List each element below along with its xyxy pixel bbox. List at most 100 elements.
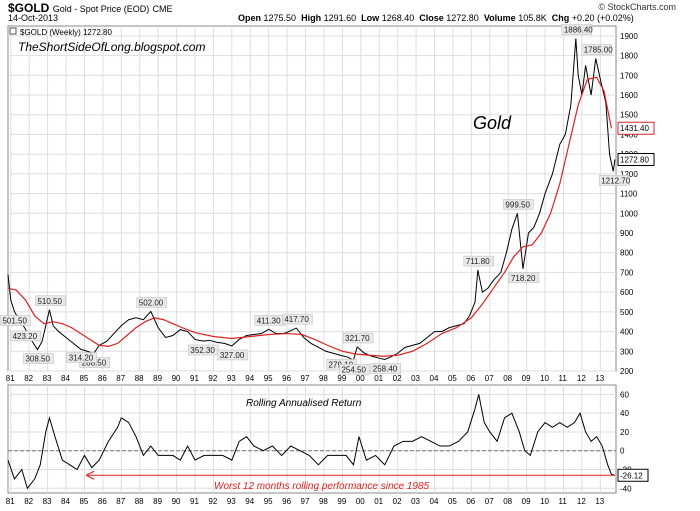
price-x-tick: 97 xyxy=(301,374,310,383)
price-x-tick: 92 xyxy=(208,374,217,383)
indicator-y-tick: -40 xyxy=(620,484,632,493)
price-y-tick: 1000 xyxy=(620,209,638,218)
price-x-tick: 93 xyxy=(227,374,236,383)
price-y-tick: 1600 xyxy=(620,91,638,100)
open-value: 1275.50 xyxy=(263,13,297,23)
price-label-box xyxy=(0,315,31,326)
price-label-box xyxy=(217,349,249,361)
price-label: 288.50 xyxy=(82,359,107,368)
price-x-tick: 84 xyxy=(61,374,70,383)
indicator-y-tick: 60 xyxy=(620,390,629,399)
chg-value: +0.20 (+0.02%) xyxy=(571,13,634,23)
price-label: 352.30 xyxy=(190,346,215,355)
price-y-tick: 500 xyxy=(620,308,634,317)
price-label: 718.20 xyxy=(511,274,536,283)
price-x-tick: 05 xyxy=(448,374,457,383)
price-x-tick: 87 xyxy=(116,374,125,383)
indicator-x-tick: 03 xyxy=(411,497,420,506)
price-x-tick: 03 xyxy=(411,374,420,383)
gold-price-line xyxy=(7,38,616,361)
indicator-x-tick: 92 xyxy=(208,497,217,506)
price-label-box xyxy=(581,44,612,55)
indicator-x-tick: 99 xyxy=(337,497,346,506)
open-label: Open xyxy=(238,13,262,23)
price-label: 417.70 xyxy=(284,315,309,324)
price-label: 1785.00 xyxy=(584,46,613,55)
legend-swatch xyxy=(9,27,17,35)
price-label: 258.40 xyxy=(373,364,398,373)
indicator-x-tick: 11 xyxy=(558,497,567,506)
price-x-tick: 82 xyxy=(24,374,33,383)
price-label-box xyxy=(35,295,66,307)
price-y-tick: 1800 xyxy=(620,52,638,61)
moving-average-line xyxy=(7,76,612,357)
price-x-tick: 88 xyxy=(135,374,144,383)
price-y-tick: 800 xyxy=(620,249,634,258)
price-label: 308.50 xyxy=(25,355,50,364)
indicator-x-tick: 01 xyxy=(374,497,383,506)
price-y-tick: 1500 xyxy=(620,111,638,120)
indicator-x-tick: 90 xyxy=(172,497,181,506)
indicator-x-tick: 87 xyxy=(116,497,125,506)
price-label: 254.50 xyxy=(341,365,366,374)
price-x-tick: 96 xyxy=(282,374,291,383)
price-label: 321.70 xyxy=(345,334,370,343)
close-value: 1272.80 xyxy=(446,13,479,23)
indicator-x-tick: 02 xyxy=(393,497,402,506)
indicator-x-tick: 91 xyxy=(190,497,199,506)
price-x-tick: 02 xyxy=(393,374,402,383)
price-x-tick: 95 xyxy=(264,374,273,383)
price-label: 510.50 xyxy=(37,297,62,306)
price-x-tick: 06 xyxy=(466,374,475,383)
indicator-x-tick: 94 xyxy=(245,497,254,506)
indicator-x-tick: 85 xyxy=(79,497,88,506)
price-y-tick: 300 xyxy=(620,347,634,356)
close-label: Close xyxy=(419,13,444,23)
quote-bar: Open 1275.50 High 1291.60 Low 1268.40 Cl… xyxy=(238,13,634,23)
price-label: 1212.70 xyxy=(601,176,630,185)
price-axis-marker-box xyxy=(617,121,655,135)
high-label: High xyxy=(301,13,322,23)
volume-value: 105.8K xyxy=(518,13,547,23)
price-axis-marker: 1431.40 xyxy=(620,124,649,133)
price-label: 411.30 xyxy=(257,316,281,325)
price-label-box xyxy=(598,175,630,186)
price-label: 423.20 xyxy=(13,332,38,341)
indicator-y-tick: 40 xyxy=(620,409,629,418)
price-label: 1886.40 xyxy=(564,26,593,35)
price-y-tick: 700 xyxy=(620,268,634,277)
price-y-tick: 1400 xyxy=(620,130,638,139)
price-y-tick: 1100 xyxy=(620,190,638,199)
indicator-x-tick: 06 xyxy=(466,497,475,506)
indicator-x-tick: 08 xyxy=(503,497,512,506)
price-label-box xyxy=(136,297,168,308)
indicator-x-tick: 00 xyxy=(356,497,365,506)
indicator-x-tick: 13 xyxy=(595,497,604,506)
indicator-x-tick: 84 xyxy=(61,497,70,506)
price-x-tick: 10 xyxy=(540,374,549,383)
price-x-tick: 11 xyxy=(558,374,567,383)
chg-label: Chg xyxy=(551,13,570,23)
price-x-tick: 04 xyxy=(430,374,439,383)
indicator-axis-marker: -26.12 xyxy=(620,471,643,480)
price-label-box xyxy=(10,330,41,342)
price-y-tick: 1900 xyxy=(620,32,638,41)
price-x-tick: 86 xyxy=(98,374,107,383)
price-x-tick: 09 xyxy=(522,374,531,383)
price-axis-marker: 1272.80 xyxy=(620,156,649,165)
chart-title: Gold xyxy=(473,113,512,133)
price-label-box xyxy=(503,199,534,210)
price-label-box xyxy=(339,364,370,375)
price-label-box xyxy=(23,353,54,364)
price-x-tick: 00 xyxy=(356,374,365,383)
price-x-tick: 83 xyxy=(43,374,52,383)
indicator-x-tick: 89 xyxy=(153,497,162,506)
indicator-x-tick: 82 xyxy=(24,497,33,506)
price-y-tick: 900 xyxy=(620,229,634,238)
price-x-tick: 13 xyxy=(595,374,604,383)
indicator-x-tick: 95 xyxy=(264,497,273,506)
indicator-x-tick: 98 xyxy=(319,497,328,506)
price-label-box xyxy=(561,24,593,35)
indicator-x-tick: 12 xyxy=(577,497,586,506)
